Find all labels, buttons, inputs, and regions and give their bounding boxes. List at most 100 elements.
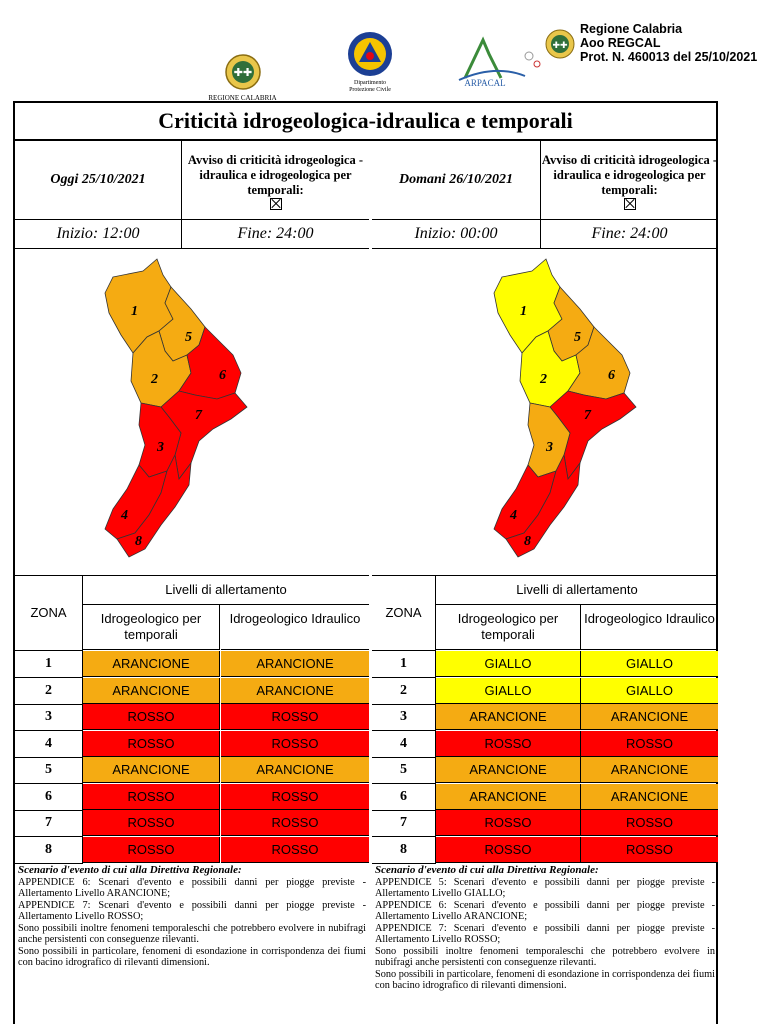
map-label-6: 6 — [219, 368, 226, 383]
zona-header: ZONA — [15, 576, 83, 651]
zone-map: 1 5 2 6 7 3 4 8 — [372, 249, 718, 576]
scenario-title: Scenario d'evento di cui alla Direttiva … — [375, 864, 599, 876]
map-label-1: 1 — [131, 304, 138, 319]
map-label-8: 8 — [524, 534, 531, 549]
protezione-civile-caption: Dipartimento Protezione Civile — [349, 80, 391, 93]
protocol-block: Regione Calabria Aoo REGCAL Prot. N. 460… — [580, 22, 757, 64]
table-row: 2 GIALLO GIALLO — [372, 677, 718, 705]
scenario-line: APPENDICE 7: Scenari d'evento e possibil… — [18, 899, 366, 923]
scenario-line: APPENDICE 7: Scenari d'evento e possibil… — [375, 922, 715, 946]
zone-number: 7 — [15, 810, 83, 837]
zone-number: 4 — [15, 730, 83, 758]
scenario-title: Scenario d'evento di cui alla Direttiva … — [18, 864, 242, 876]
level-idraulico: ARANCIONE — [581, 757, 718, 783]
time-row: Inizio: 12:00 Fine: 24:00 — [15, 220, 369, 249]
protezione-civile-emblem-icon — [348, 32, 392, 76]
day-header-row: Domani 26/10/2021 Avviso di criticità id… — [372, 141, 718, 220]
level-idraulico: ARANCIONE — [581, 704, 718, 730]
col2-header: Idrogeologico Idraulico — [221, 605, 369, 650]
map-label-8: 8 — [135, 534, 142, 549]
level-idraulico: ROSSO — [221, 704, 369, 730]
zone-number: 7 — [372, 810, 436, 837]
level-temporali: ROSSO — [83, 836, 220, 863]
level-temporali: ROSSO — [83, 810, 220, 836]
day-header-row: Oggi 25/10/2021 Avviso di criticità idro… — [15, 141, 369, 220]
level-idraulico: ARANCIONE — [581, 783, 718, 810]
scenario-line: Sono possibili in particolare, fenomeni … — [375, 968, 715, 992]
level-temporali: GIALLO — [436, 651, 581, 677]
calabria-map: 1 5 2 6 7 3 4 8 — [104, 258, 248, 558]
map-label-2: 2 — [539, 372, 547, 387]
avviso-checkbox-icon — [269, 198, 282, 210]
table-row: 5 ARANCIONE ARANCIONE — [372, 757, 718, 784]
scenario-line: APPENDICE 6: Scenari d'evento e possibil… — [18, 876, 366, 900]
level-temporali: ROSSO — [436, 810, 581, 836]
avviso-box: Avviso di criticità idrogeologica - idra… — [541, 141, 718, 219]
table-row: 6 ROSSO ROSSO — [15, 783, 369, 811]
regione-calabria-emblem-icon: ✚✚ — [224, 54, 261, 90]
livelli-header: Livelli di allertamento — [436, 576, 718, 605]
level-temporali: ROSSO — [83, 730, 220, 757]
zona-header: ZONA — [372, 576, 436, 651]
table-row: 7 ROSSO ROSSO — [15, 810, 369, 837]
map-label-4: 4 — [509, 508, 517, 523]
end-time: Fine: 24:00 — [591, 225, 668, 242]
map-label-5: 5 — [574, 330, 581, 345]
table-row: 8 ROSSO ROSSO — [372, 836, 718, 864]
col2-header: Idrogeologico Idraulico — [581, 605, 718, 650]
day-label: Domani 26/10/2021 — [372, 141, 541, 219]
header: ✚✚ REGIONE CALABRIA Dipartimento Protezi… — [0, 0, 764, 102]
table-row: 3 ARANCIONE ARANCIONE — [372, 704, 718, 731]
level-temporali: ARANCIONE — [436, 704, 581, 730]
protocol-emblem-icon: ✚✚ — [545, 29, 575, 59]
level-temporali: ARANCIONE — [436, 783, 581, 810]
level-idraulico: ARANCIONE — [221, 677, 369, 704]
regione-calabria-logo: ✚✚ REGIONE CALABRIA — [205, 52, 280, 102]
livelli-header: Livelli di allertamento — [83, 576, 369, 605]
protezione-civile-logo: Dipartimento Protezione Civile — [335, 30, 405, 94]
scenario-line: APPENDICE 6: Scenari d'evento e possibil… — [375, 899, 715, 923]
table-row: 5 ARANCIONE ARANCIONE — [15, 757, 369, 784]
level-temporali: GIALLO — [436, 677, 581, 704]
zone-number: 8 — [15, 836, 83, 864]
scenario-line: Sono possibili inoltre fenomeni temporal… — [18, 922, 366, 946]
zone-number: 5 — [15, 757, 83, 784]
protocol-line-2: Aoo REGCAL — [580, 36, 661, 50]
svg-text:✚✚: ✚✚ — [233, 66, 251, 79]
arpacal-emblem-icon — [458, 36, 541, 81]
map-label-2: 2 — [150, 372, 158, 387]
level-temporali: ARANCIONE — [83, 651, 220, 677]
level-idraulico: ROSSO — [581, 810, 718, 836]
bulletin-title: Criticità idrogeologica-idraulica e temp… — [15, 103, 716, 141]
zone-number: 6 — [15, 783, 83, 811]
protocol-line-3: Prot. N. 460013 del 25/10/2021 — [580, 50, 758, 64]
level-temporali: ARANCIONE — [436, 757, 581, 783]
table-row: 4 ROSSO ROSSO — [15, 730, 369, 758]
start-time: Inizio: 00:00 — [372, 220, 541, 248]
arpacal-caption: ARPACAL — [464, 78, 506, 88]
level-idraulico: ROSSO — [221, 836, 369, 863]
map-label-3: 3 — [545, 440, 553, 455]
level-temporali: ROSSO — [83, 704, 220, 730]
scenario-line: Sono possibili inoltre fenomeni temporal… — [375, 945, 715, 969]
zone-number: 2 — [372, 677, 436, 705]
zone-map: 1 5 2 6 7 3 4 8 — [15, 249, 369, 576]
level-idraulico: ARANCIONE — [221, 757, 369, 783]
avviso-text: Avviso di criticità idrogeologica - idra… — [187, 153, 364, 197]
regione-calabria-caption: REGIONE CALABRIA — [208, 94, 277, 102]
table-row: 8 ROSSO ROSSO — [15, 836, 369, 864]
scenario-text: Scenario d'evento di cui alla Direttiva … — [18, 864, 366, 969]
zone-number: 6 — [372, 783, 436, 811]
bulletin-frame: Criticità idrogeologica-idraulica e temp… — [13, 101, 718, 1024]
zone-number: 5 — [372, 757, 436, 784]
time-row: Inizio: 00:00 Fine: 24:00 — [372, 220, 718, 249]
map-label-7: 7 — [195, 408, 203, 423]
level-idraulico: ARANCIONE — [221, 651, 369, 677]
table-row: 2 ARANCIONE ARANCIONE — [15, 677, 369, 705]
level-temporali: ARANCIONE — [83, 677, 220, 704]
avviso-box: Avviso di criticità idrogeologica - idra… — [182, 141, 369, 219]
end-time: Fine: 24:00 — [237, 225, 314, 242]
table-row: 7 ROSSO ROSSO — [372, 810, 718, 837]
map-zone-8 — [505, 453, 581, 558]
table-row: 3 ROSSO ROSSO — [15, 704, 369, 731]
